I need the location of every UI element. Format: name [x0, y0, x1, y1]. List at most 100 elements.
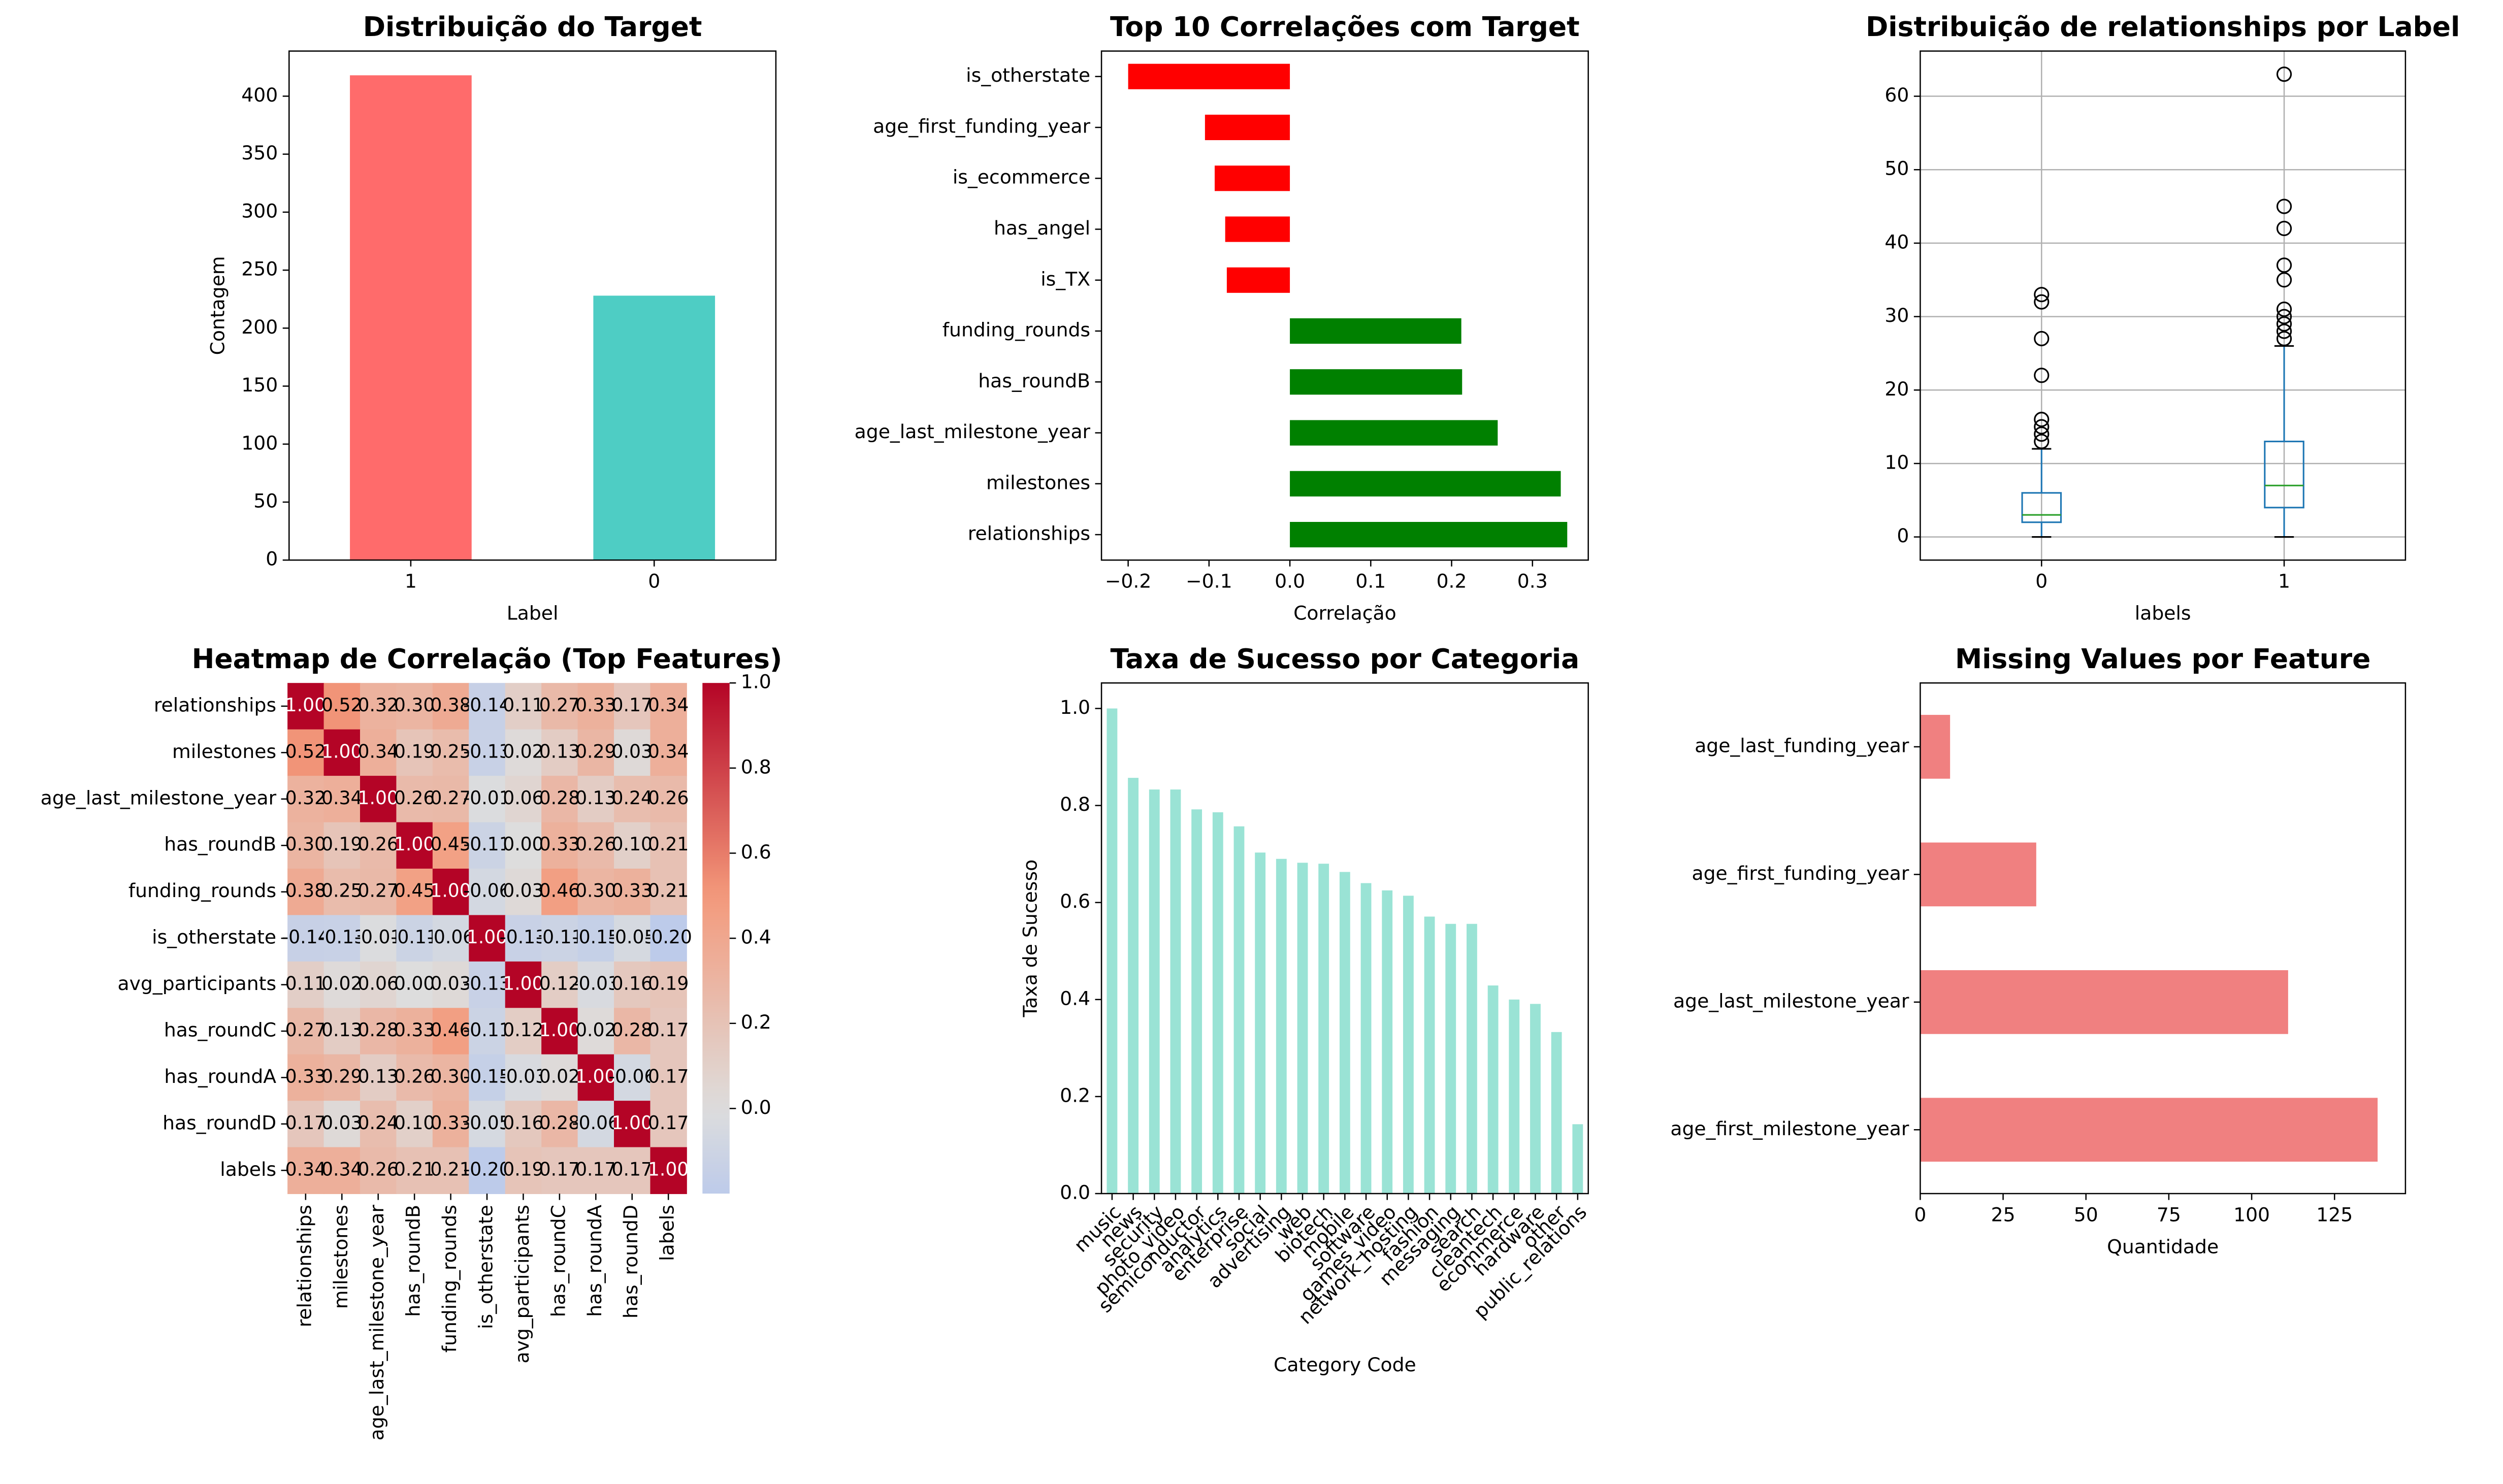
cell-label: -0.11: [536, 926, 583, 948]
heatmap-cell: [505, 1147, 542, 1194]
y-tick-label: age_last_milestone_year: [41, 786, 277, 809]
cell-label: 0.00: [503, 833, 543, 855]
cell-label: 0.10: [394, 1112, 435, 1134]
x-tick-label: avg_participants: [511, 1205, 533, 1364]
cell-label: 0.26: [394, 1065, 435, 1087]
cell-label: 0.32: [285, 787, 326, 809]
cell-label: 0.03: [612, 740, 653, 762]
y-tick-label: 400: [241, 84, 278, 106]
axes-frame: [1920, 50, 2407, 561]
heatmap-cell: [541, 1008, 578, 1055]
y-tick-label: 60: [1884, 84, 1909, 106]
heatmap-cell: [287, 822, 324, 869]
flier: [2276, 302, 2292, 317]
cell-label: 0.26: [575, 833, 616, 855]
y-tick-label: has_roundA: [164, 1065, 276, 1087]
bar: [1487, 985, 1499, 1194]
cell-label: 0.16: [503, 1112, 543, 1134]
heatmap-cell: [287, 776, 324, 823]
box: [2264, 440, 2304, 509]
cell-label: 1.00: [430, 880, 471, 902]
x-tick-label: 50: [2074, 1203, 2098, 1226]
x-axis-label: Label: [507, 602, 559, 624]
heatmap-cell: [469, 1101, 506, 1148]
heatmap-cell: [614, 1147, 651, 1194]
flier: [2034, 368, 2050, 383]
cell-label: 0.34: [321, 1158, 362, 1180]
cell-label: 0.21: [648, 880, 689, 902]
x-axis-label: Quantidade: [2107, 1235, 2219, 1258]
heatmap-cell: [469, 1054, 506, 1102]
heatmap-cell: [432, 1054, 470, 1102]
cell-label: 0.30: [394, 694, 435, 716]
cell-label: 0.21: [394, 1158, 435, 1180]
heatmap-cell: [469, 1147, 506, 1194]
bar: [1233, 826, 1245, 1194]
heatmap-cell: [360, 1147, 397, 1194]
heatmap-cell: [541, 915, 578, 962]
y-tick-label: relationships: [154, 694, 276, 716]
x-tick-label: 0.0: [1275, 570, 1305, 592]
bar: [1225, 216, 1290, 242]
heatmap-cell: [360, 822, 397, 869]
heatmap-cell: [432, 776, 470, 823]
cell-label: -0.15: [463, 1065, 510, 1087]
axes-frame: [1920, 682, 2407, 1195]
y-tick-label: age_first_milestone_year: [1670, 1117, 1909, 1140]
heatmap-cell: [323, 776, 361, 823]
cell-label: 0.13: [575, 787, 616, 809]
heatmap-cell: [469, 1008, 506, 1055]
cell-label: 0.11: [503, 694, 543, 716]
bar: [1297, 863, 1308, 1194]
bar: [350, 75, 472, 560]
heatmap-cell: [541, 961, 578, 1009]
cell-label: 0.34: [648, 740, 689, 762]
cell-label: 1.00: [357, 787, 398, 809]
heatmap-cell: [505, 1101, 542, 1148]
heatmap-cell: [360, 961, 397, 1009]
heatmap-cell: [505, 683, 542, 730]
x-tick-label: has_roundD: [620, 1205, 642, 1318]
bar: [1551, 1032, 1562, 1194]
bar: [1226, 267, 1290, 293]
heatmap-cell: [360, 729, 397, 777]
x-axis-label: labels: [2135, 602, 2191, 624]
heatmap-cell: [432, 1147, 470, 1194]
heatmap-cell: [323, 1147, 361, 1194]
heatmap-cell: [650, 1054, 687, 1102]
cell-label: 1.00: [285, 694, 326, 716]
heatmap-cell: [577, 1054, 614, 1102]
heatmap-cell: [469, 683, 506, 730]
cell-label: -0.03: [500, 1065, 547, 1087]
heatmap-cell: [650, 683, 687, 730]
cell-label: -0.06: [572, 1112, 620, 1134]
cell-label: 0.26: [648, 787, 689, 809]
y-tick-label: 0.4: [1060, 987, 1090, 1009]
cell-label: 0.13: [357, 1065, 398, 1087]
heatmap-cell: [541, 1054, 578, 1102]
heatmap-cell: [614, 776, 651, 823]
bar: [1382, 890, 1393, 1194]
cell-label: 0.45: [394, 880, 435, 902]
y-tick-label: 250: [241, 258, 278, 280]
cell-label: -0.06: [463, 880, 510, 902]
cell-label: 0.28: [539, 1112, 580, 1134]
colorbar-tick-label: 0.6: [741, 841, 771, 863]
y-tick-label: has_roundD: [162, 1111, 276, 1134]
cell-label: 0.02: [575, 1019, 616, 1041]
y-tick-label: 0.0: [1060, 1181, 1090, 1203]
heatmap-cell: [614, 822, 651, 869]
cell-label: 0.26: [394, 787, 435, 809]
flier: [2276, 316, 2292, 332]
heatmap-cell: [505, 961, 542, 1009]
heatmap-cell: [614, 729, 651, 777]
cell-label: 1.00: [503, 973, 543, 995]
cell-label: 0.24: [357, 1112, 398, 1134]
y-tick-label: 300: [241, 200, 278, 222]
y-tick-label: is_ecommerce: [953, 166, 1090, 188]
bar: [1128, 778, 1139, 1194]
heatmap-cell: [614, 915, 651, 962]
cell-label: 0.03: [503, 880, 543, 902]
heatmap-cell: [650, 961, 687, 1009]
